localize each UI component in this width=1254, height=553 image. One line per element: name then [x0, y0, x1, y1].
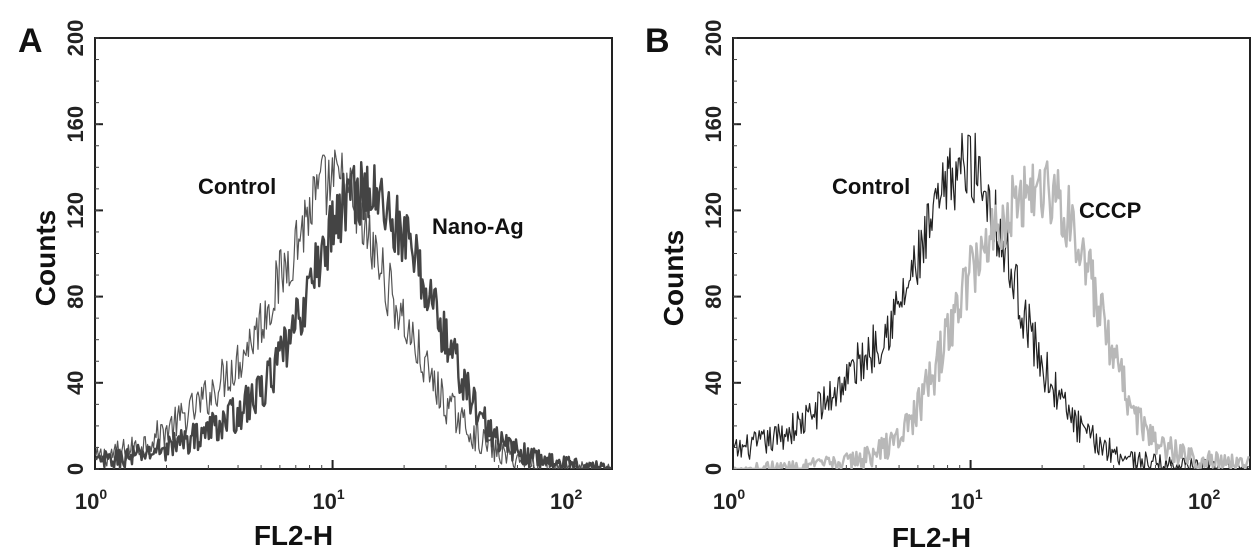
- x-tick-label: 100: [713, 486, 745, 514]
- x-tick-label: 100: [75, 486, 107, 514]
- plot-frame: [732, 37, 1251, 470]
- x-tick-label: 102: [550, 486, 582, 514]
- series-line-cccp: [733, 160, 1250, 469]
- series-annotation: Control: [832, 174, 910, 199]
- plot-frame: [94, 37, 613, 470]
- y-tick-label: 160: [701, 106, 726, 143]
- series-annotation: Nano-Ag: [432, 214, 524, 239]
- panel-B: B 0 40 80 120 160 200 100 101 102 FL2-H Counts Contr…: [645, 20, 1251, 553]
- y-tick-label: 120: [701, 192, 726, 229]
- y-tick-label: 200: [63, 20, 88, 57]
- x-axis-title: FL2-H: [892, 522, 971, 553]
- series-line-nano-ag: [95, 161, 612, 469]
- y-tick-label: 40: [63, 371, 88, 395]
- y-tick-label: 0: [63, 463, 88, 475]
- y-tick-label: 120: [63, 192, 88, 229]
- y-tick-label: 200: [701, 20, 726, 57]
- series-line-control: [95, 149, 611, 469]
- series-line-control: [733, 132, 1249, 469]
- y-axis-title: Counts: [30, 210, 61, 306]
- x-tick-label: 102: [1188, 486, 1220, 514]
- y-tick-label: 0: [701, 463, 726, 475]
- panel-A: A 0 40 80 120 160 200 100 101 102 FL2-H Counts Contr…: [18, 20, 613, 551]
- x-axis-title: FL2-H: [254, 520, 333, 551]
- y-tick-label: 80: [701, 284, 726, 308]
- series-annotation: Control: [198, 174, 276, 199]
- y-tick-label: 160: [63, 106, 88, 143]
- x-tick-label: 101: [950, 486, 982, 514]
- y-axis-title: Counts: [658, 230, 689, 326]
- series-annotation: CCCP: [1079, 198, 1141, 223]
- y-tick-label: 80: [63, 284, 88, 308]
- x-tick-label: 101: [312, 486, 344, 514]
- panel-letter: A: [18, 22, 43, 60]
- panel-letter: B: [645, 22, 670, 60]
- y-tick-label: 40: [701, 371, 726, 395]
